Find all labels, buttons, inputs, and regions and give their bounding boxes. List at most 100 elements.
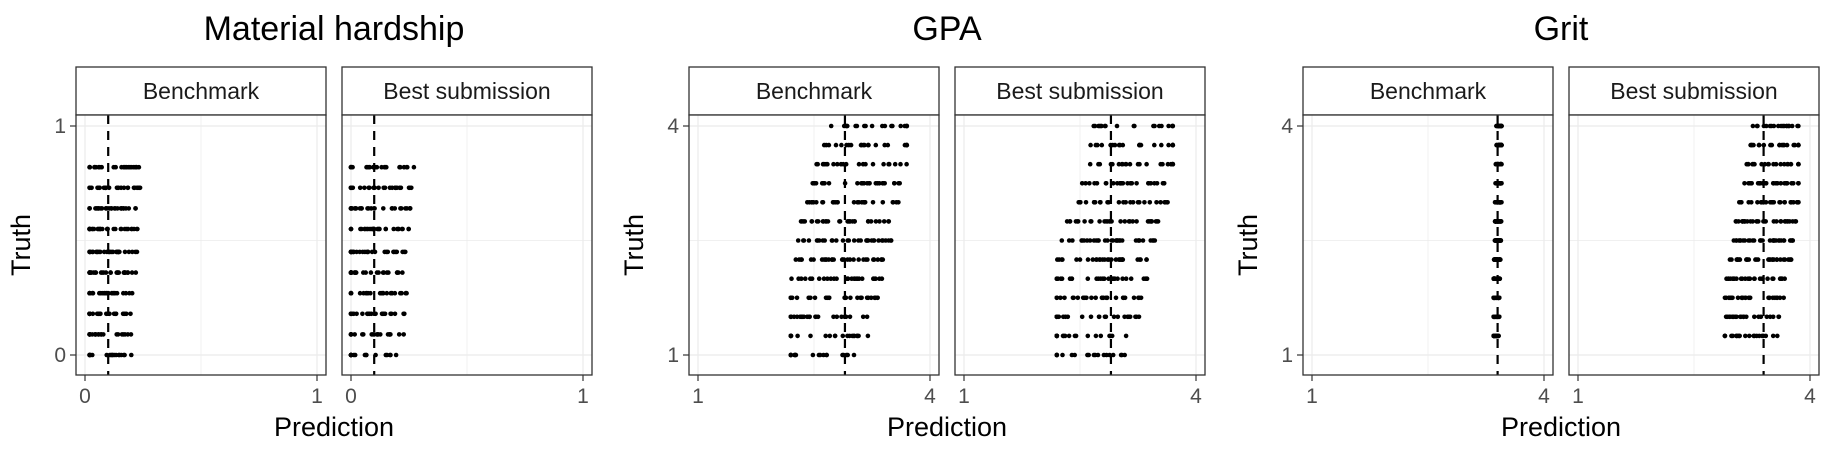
data-point — [1055, 257, 1060, 262]
data-point — [111, 311, 117, 317]
data-point — [1079, 314, 1085, 320]
data-point — [403, 206, 408, 211]
data-point — [873, 142, 879, 148]
data-point — [1102, 314, 1108, 320]
data-point — [851, 238, 857, 243]
data-point — [354, 311, 359, 317]
facet-panel-0: Benchmark 1 4 1 4 — [1281, 66, 1554, 408]
data-point — [362, 185, 367, 191]
x-tick-label: 4 — [1804, 385, 1816, 408]
x-axis-label: Prediction — [274, 412, 394, 442]
data-point — [1493, 219, 1498, 224]
data-point — [399, 290, 404, 296]
data-point — [113, 206, 118, 211]
data-point — [1087, 238, 1093, 243]
data-point — [788, 314, 794, 320]
data-point — [382, 311, 388, 317]
data-point — [1170, 142, 1176, 148]
data-point — [1154, 200, 1159, 205]
data-point — [1062, 295, 1067, 301]
data-point — [1123, 200, 1128, 205]
x-axis-label: Prediction — [1501, 412, 1621, 442]
data-point — [1095, 238, 1101, 243]
data-point — [360, 332, 365, 337]
x-tick-label: 1 — [311, 385, 323, 408]
data-point — [96, 206, 102, 211]
data-point — [1059, 276, 1065, 282]
facet-strip-label: Best submission — [383, 78, 550, 104]
facet-strip — [75, 66, 327, 116]
data-point — [1066, 238, 1072, 243]
data-point — [1151, 238, 1156, 243]
data-point — [1796, 200, 1801, 205]
data-point — [788, 352, 794, 358]
data-point — [1778, 200, 1783, 205]
chart-title: GPA — [912, 10, 982, 48]
data-point — [1746, 161, 1751, 167]
data-point — [87, 270, 92, 275]
data-point — [97, 311, 103, 317]
data-point — [871, 257, 876, 262]
data-point — [835, 200, 840, 205]
data-point — [1115, 181, 1120, 186]
data-point — [1735, 295, 1741, 301]
facet-strip — [341, 66, 593, 116]
data-point — [861, 257, 866, 262]
x-tick-label: 0 — [79, 385, 91, 408]
data-point — [1790, 219, 1795, 224]
panel-border — [954, 114, 1206, 376]
data-point — [407, 206, 413, 211]
data-point — [868, 295, 874, 301]
data-point — [847, 219, 853, 224]
data-point — [1162, 200, 1168, 205]
data-point — [828, 123, 834, 129]
data-point — [1133, 314, 1138, 320]
data-point — [1746, 257, 1752, 262]
data-point — [1758, 238, 1763, 243]
data-point — [851, 200, 857, 205]
data-point — [816, 276, 822, 282]
data-point — [129, 270, 135, 275]
data-point — [133, 249, 138, 255]
data-point — [1083, 200, 1089, 205]
data-point — [1095, 352, 1101, 358]
data-point — [1088, 314, 1094, 320]
data-point — [1138, 257, 1143, 262]
chart-title: Grit — [1534, 10, 1589, 48]
data-point — [882, 181, 887, 186]
data-point — [101, 249, 107, 255]
data-point — [1787, 238, 1793, 243]
data-point — [855, 333, 860, 339]
data-point — [376, 226, 382, 232]
data-point — [1054, 333, 1060, 339]
data-point — [1094, 181, 1100, 186]
data-point — [1147, 200, 1153, 205]
data-point — [869, 123, 875, 129]
data-point — [1745, 219, 1750, 224]
data-point — [1728, 295, 1734, 301]
data-point — [1765, 161, 1771, 167]
data-point — [1754, 219, 1760, 224]
data-point — [117, 249, 122, 255]
data-point — [121, 352, 127, 358]
data-point — [882, 123, 888, 129]
data-point — [1082, 219, 1087, 224]
data-point — [1110, 352, 1116, 358]
data-point — [1788, 257, 1794, 262]
data-point — [1777, 276, 1783, 282]
data-point — [1777, 238, 1782, 243]
data-point — [367, 185, 372, 191]
data-point — [394, 270, 400, 275]
data-point — [98, 226, 103, 232]
data-point — [1096, 276, 1101, 282]
data-point — [1769, 200, 1775, 205]
data-point — [1782, 276, 1787, 282]
data-point — [829, 238, 835, 243]
data-point — [382, 249, 388, 255]
facet-strip — [954, 66, 1206, 116]
facet-strip — [1302, 66, 1554, 116]
data-point — [1114, 123, 1120, 129]
data-point — [363, 270, 369, 275]
data-point — [834, 238, 839, 243]
